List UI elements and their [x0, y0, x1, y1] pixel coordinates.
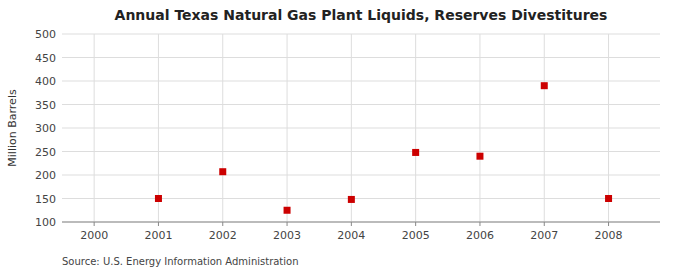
- grid-line-x: [479, 34, 480, 222]
- point: [219, 168, 226, 175]
- x-tick-label: 2000: [80, 229, 108, 242]
- grid-line-x: [287, 34, 288, 222]
- grid-line-y: [62, 198, 660, 199]
- y-axis-label: Million Barrels: [6, 89, 19, 167]
- y-tick-label: 450: [35, 52, 56, 65]
- point: [476, 153, 483, 160]
- y-tick-label: 350: [35, 99, 56, 112]
- x-tick: [351, 222, 352, 226]
- points: [155, 82, 612, 214]
- point: [155, 195, 162, 202]
- grid-line-y: [62, 57, 660, 58]
- grid-line-x: [608, 34, 609, 222]
- grid-line-x: [222, 34, 223, 222]
- grid: [62, 34, 660, 222]
- x-tick-label: 2002: [209, 229, 237, 242]
- chart-container: 100 150 200 250 300 350 400 450 500 2000 2001 2002 2…: [0, 0, 675, 275]
- x-tick-label: 2007: [530, 229, 558, 242]
- x-tick-label: 2001: [144, 229, 172, 242]
- x-tick: [158, 222, 159, 226]
- x-tick-label: 2005: [402, 229, 430, 242]
- grid-line-x: [351, 34, 352, 222]
- source-note: Source: U.S. Energy Information Administ…: [62, 256, 299, 267]
- y-tick-label: 100: [35, 216, 56, 229]
- x-tick-label: 2008: [595, 229, 623, 242]
- point: [284, 207, 291, 214]
- x-tick-label: 2006: [466, 229, 494, 242]
- x-tick-label: 2004: [337, 229, 365, 242]
- point: [541, 82, 548, 89]
- y-tick-label: 250: [35, 146, 56, 159]
- x-axis-line: [62, 222, 660, 223]
- grid-line-y: [62, 222, 660, 223]
- grid-line-y: [62, 81, 660, 82]
- x-tick-label: 2003: [273, 229, 301, 242]
- point: [605, 195, 612, 202]
- y-tick-label: 150: [35, 193, 56, 206]
- x-tick: [222, 222, 223, 226]
- chart: 100 150 200 250 300 350 400 450 500 2000 2001 2002 2…: [0, 0, 675, 275]
- x-tick: [94, 222, 95, 226]
- y-tick-label: 200: [35, 169, 56, 182]
- y-tick-label: 300: [35, 122, 56, 135]
- grid-line-x: [94, 34, 95, 222]
- x-tick: [415, 222, 416, 226]
- x-tick: [608, 222, 609, 226]
- grid-line-x: [415, 34, 416, 222]
- point: [348, 196, 355, 203]
- grid-line-x: [158, 34, 159, 222]
- y-tick-label: 400: [35, 75, 56, 88]
- x-tick: [544, 222, 545, 226]
- point: [412, 149, 419, 156]
- grid-line-y: [62, 128, 660, 129]
- grid-line-y: [62, 175, 660, 176]
- grid-line-x: [544, 34, 545, 222]
- title: Annual Texas Natural Gas Plant Liquids, …: [115, 7, 608, 23]
- y-tick-label: 500: [35, 28, 56, 41]
- grid-line-y: [62, 104, 660, 105]
- grid-line-y: [62, 151, 660, 152]
- x-tick: [287, 222, 288, 226]
- x-tick: [479, 222, 480, 226]
- grid-line-y: [62, 34, 660, 35]
